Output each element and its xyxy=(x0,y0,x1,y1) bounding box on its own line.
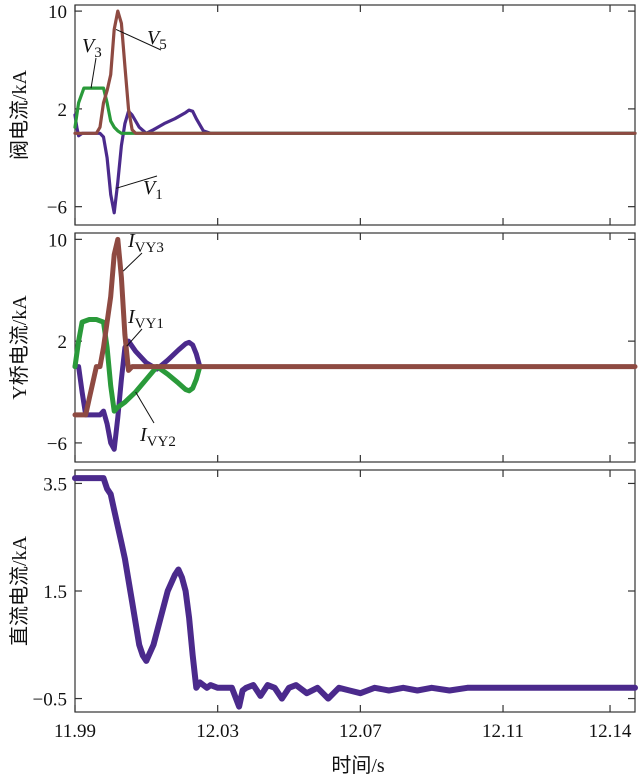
annotation-subscript: VY3 xyxy=(135,240,164,256)
y-tick-label: 10 xyxy=(48,2,67,23)
y-axis-label: 直流电流/kA xyxy=(8,535,31,646)
series-line-ivy1 xyxy=(72,338,203,452)
annotation-ivy1: IVY1 xyxy=(127,306,164,332)
x-tick-label: 12.11 xyxy=(482,721,524,742)
y-axis-label: 阀电流/kA xyxy=(8,69,31,160)
y-tick-label: 3.5 xyxy=(43,474,67,495)
y-tick-label: 2 xyxy=(58,100,68,121)
annotation-subscript: 5 xyxy=(159,37,167,53)
panel-frame xyxy=(74,232,636,463)
y-tick-label: −0.5 xyxy=(33,690,67,711)
y-axis-label: Y桥电流/kA xyxy=(8,295,31,400)
annotation-leader xyxy=(90,57,97,89)
panel-1: 10 2 −6 阀电流/kA V3 V5 V1 xyxy=(8,2,637,226)
x-axis-label: 时间/s xyxy=(331,754,385,777)
annotation-subscript: VY2 xyxy=(147,434,176,450)
y-tick-label: −6 xyxy=(47,434,67,455)
annotation-v5: V5 xyxy=(147,27,167,53)
annotation-leader xyxy=(115,175,158,189)
series-line-v3 xyxy=(73,86,637,135)
annotation-leader xyxy=(126,328,143,347)
x-tick-label: 12.03 xyxy=(196,721,239,742)
series-line-ivy3 xyxy=(72,236,638,418)
x-tick-label: 11.99 xyxy=(54,721,96,742)
y-tick-label: 1.5 xyxy=(43,582,67,603)
annotation-v1: V1 xyxy=(143,177,163,203)
series-line-v5 xyxy=(73,9,637,135)
annotation-leader xyxy=(135,391,155,424)
x-tick-label: 12.14 xyxy=(589,721,632,742)
y-tick-label: −6 xyxy=(47,198,67,219)
panel-2: 10 2 −6 Y桥电流/kA IVY3 IVY1 IVY2 xyxy=(8,230,638,463)
y-tick-label: 10 xyxy=(48,230,67,251)
annotation-leader xyxy=(115,28,162,51)
series-line-id xyxy=(72,475,638,710)
panel-frame xyxy=(74,469,636,713)
panel-3: 3.5 1.5 −0.5 11.99 12.03 12.07 12.11 12.14 直流电流/… xyxy=(8,469,638,742)
annotation-v3: V3 xyxy=(82,35,102,61)
annotation-subscript: 1 xyxy=(155,187,163,203)
annotation-ivy3: IVY3 xyxy=(127,230,164,256)
annotation-subscript: 3 xyxy=(94,45,102,61)
series-line-ivy2 xyxy=(72,317,203,414)
annotation-ivy2: IVY2 xyxy=(139,424,176,450)
annotation-leader xyxy=(122,252,143,272)
annotation-subscript: VY1 xyxy=(135,316,164,332)
x-tick-label: 12.07 xyxy=(339,721,382,742)
y-tick-label: 2 xyxy=(58,332,68,353)
